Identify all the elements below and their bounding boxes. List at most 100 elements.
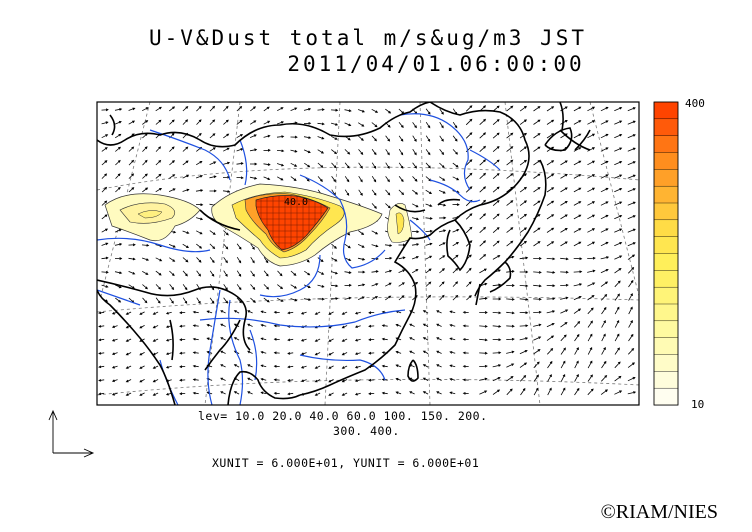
wind-arrow: [452, 176, 460, 181]
wind-arrow: [98, 351, 105, 355]
wind-arrow: [300, 311, 307, 315]
wind-arrow: [142, 173, 148, 179]
wind-arrow: [304, 162, 311, 168]
colorbar-segment: [653, 320, 679, 339]
wind-arrow: [168, 244, 176, 248]
wind-arrow: [547, 387, 552, 396]
wind-arrow: [196, 105, 202, 112]
wind-arrow: [412, 203, 419, 208]
wind-arrow: [344, 283, 352, 287]
wind-arrow: [600, 106, 609, 112]
wind-arrow: [436, 391, 442, 395]
wind-arrow: [519, 240, 527, 247]
wind-arrow: [247, 391, 253, 395]
wind-arrow: [627, 215, 636, 220]
wind-arrow: [600, 228, 609, 233]
wind-arrow: [506, 213, 514, 220]
wind-arrow: [628, 306, 633, 315]
wind-arrow: [479, 297, 488, 300]
wind-arrow: [628, 347, 635, 355]
colorbar-segment: [653, 387, 679, 406]
wind-arrow: [479, 118, 487, 125]
wind-arrow: [600, 201, 609, 206]
wind-arrow: [371, 283, 379, 287]
wind-arrow: [344, 122, 352, 127]
wind-arrow: [614, 375, 622, 382]
wind-arrow: [506, 388, 513, 396]
wind-arrow: [152, 325, 159, 329]
wind-arrow: [250, 256, 255, 264]
wind-arrow: [314, 311, 321, 315]
wind-arrow: [465, 172, 473, 180]
wind-arrow: [398, 282, 405, 287]
wind-arrow: [547, 374, 552, 382]
wind-arrow: [192, 324, 199, 328]
wind-arrow: [139, 392, 145, 396]
wind-arrow: [139, 352, 145, 356]
wind-arrow: [314, 338, 321, 342]
wind-arrow: [560, 322, 568, 328]
wind-arrow: [287, 311, 294, 315]
wind-arrow: [273, 324, 280, 328]
wind-arrow: [209, 270, 215, 277]
wind-arrow: [139, 365, 145, 369]
wind-arrow: [533, 200, 541, 206]
wind-arrow: [422, 377, 429, 381]
wind-arrow: [492, 119, 500, 126]
wind-arrow: [368, 392, 375, 396]
wind-arrow: [614, 215, 623, 220]
wind-arrow: [250, 297, 256, 303]
wind-arrow: [125, 379, 132, 383]
wind-arrow: [125, 365, 132, 369]
wind-arrow: [155, 257, 163, 262]
wind-arrow: [452, 254, 459, 260]
wind-arrow: [574, 387, 580, 396]
wind-arrow: [614, 280, 621, 288]
wind-arrow: [547, 347, 554, 355]
wind-arrow: [506, 240, 514, 247]
wind-arrow: [506, 200, 514, 206]
wind-arrow: [328, 338, 334, 342]
wind-arrow: [614, 107, 623, 112]
wind-arrow: [209, 297, 215, 304]
wind-arrow: [152, 311, 159, 315]
wind-arrow: [573, 133, 582, 139]
wind-arrow: [600, 187, 609, 193]
wind-arrow: [125, 311, 132, 315]
wind-arrow: [300, 365, 307, 369]
wind-arrow: [111, 379, 118, 383]
wind-arrow: [574, 373, 579, 382]
wind-arrow: [560, 309, 569, 314]
wind-arrow: [573, 296, 582, 301]
plot-frame: [96, 101, 640, 406]
wind-arrow: [250, 243, 255, 250]
wind-arrow: [196, 132, 202, 139]
wind-arrow: [300, 338, 307, 342]
wind-arrow: [573, 241, 582, 247]
wind-arrow: [142, 297, 148, 304]
wind-arrow: [196, 119, 202, 125]
wind-arrow: [398, 122, 404, 129]
wind-arrow: [114, 108, 123, 111]
wind-arrow: [222, 190, 231, 193]
wind-arrow: [614, 255, 623, 260]
wind-arrow: [182, 188, 190, 192]
wind-arrow: [614, 293, 620, 301]
wind-arrow: [290, 284, 298, 289]
wind-arrow: [614, 333, 620, 342]
wind-arrow: [587, 269, 596, 273]
wind-arrow: [152, 392, 159, 396]
wind-arrow: [506, 337, 515, 341]
wind-arrow: [341, 311, 348, 315]
wind-arrow: [422, 364, 429, 368]
wind-arrow: [169, 284, 175, 291]
wind-arrow: [236, 148, 244, 152]
wind-arrow: [141, 243, 150, 247]
wind-arrow: [422, 350, 429, 354]
wind-arrow: [520, 374, 527, 382]
wind-arrow: [546, 106, 555, 112]
wind-arrow: [587, 160, 596, 166]
wind-arrow: [182, 230, 190, 234]
wind-arrow: [614, 147, 623, 152]
wind-arrow: [533, 310, 542, 314]
